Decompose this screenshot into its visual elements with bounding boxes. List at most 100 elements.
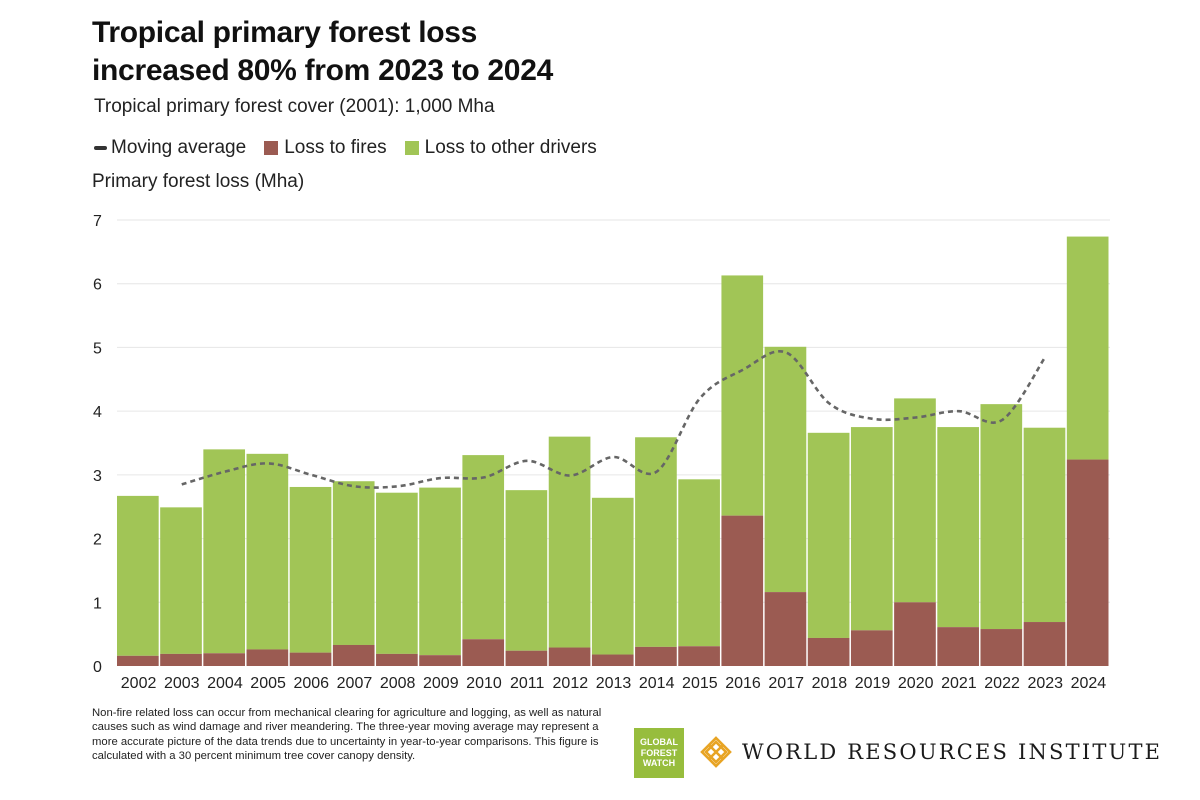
bar-fires-2003: [160, 653, 202, 666]
bar-other-2013: [591, 497, 634, 655]
x-tick-label: 2006: [293, 675, 329, 692]
bar-other-2003: [160, 507, 202, 654]
bar-fires-2018: [807, 637, 850, 666]
wri-knot-icon: [700, 736, 732, 768]
x-tick-label: 2009: [423, 675, 459, 692]
bar-fires-2005: [246, 649, 289, 666]
bar-other-2020: [894, 398, 936, 603]
x-tick-label: 2019: [855, 675, 891, 692]
bar-other-2017: [764, 346, 807, 593]
y-tick-label: 7: [93, 213, 102, 230]
bar-other-2011: [505, 490, 548, 651]
y-axis-ticks: 0 1 2 3 4 5 6 7: [93, 213, 102, 676]
wri-name: WORLD RESOURCES INSTITUTE: [742, 740, 1163, 764]
x-tick-label: 2015: [682, 675, 718, 692]
bar-other-2010: [462, 455, 505, 640]
x-tick-label: 2002: [121, 675, 157, 692]
legend-label-moving-average: Moving average: [111, 137, 247, 158]
legend-label-other: Loss to other drivers: [424, 137, 597, 158]
bar-fires-2011: [505, 650, 548, 666]
y-tick-label: 2: [93, 532, 102, 549]
bar-other-2023: [1023, 427, 1066, 623]
moving-average-line: [181, 350, 1047, 489]
x-tick-label: 2012: [553, 675, 589, 692]
bar-fires-2024: [1066, 459, 1109, 666]
bar-other-2018: [807, 432, 850, 638]
x-tick-label: 2016: [725, 675, 761, 692]
x-tick-label: 2005: [250, 675, 286, 692]
bar-other-2019: [850, 427, 893, 631]
bars: [117, 236, 1109, 666]
bar-other-2006: [289, 486, 332, 653]
bar-other-2022: [980, 404, 1023, 630]
legend-item-fires: Loss to fires: [264, 137, 387, 159]
bar-fires-2002: [117, 655, 159, 666]
bar-fires-2019: [850, 630, 893, 666]
bar-fires-2020: [894, 602, 936, 666]
x-tick-label: 2022: [984, 675, 1020, 692]
wri-logo: WORLD RESOURCES INSTITUTE: [700, 736, 1162, 768]
bar-other-2024: [1066, 236, 1109, 460]
legend-label-fires: Loss to fires: [284, 137, 387, 158]
x-tick-label: 2007: [337, 675, 373, 692]
x-tick-label: 2004: [207, 675, 243, 692]
bar-other-2012: [548, 436, 591, 648]
bar-other-2004: [203, 449, 246, 654]
y-tick-label: 3: [93, 468, 102, 485]
bar-fires-2012: [548, 647, 591, 666]
y-tick-label: 6: [93, 277, 102, 294]
bar-other-2009: [419, 487, 461, 656]
bar-fires-2010: [462, 639, 505, 666]
legend-item-moving-average: Moving average: [94, 137, 246, 159]
chart-title-line1: Tropical primary forest loss: [92, 16, 478, 49]
x-tick-label: 2013: [596, 675, 632, 692]
x-axis-ticks: 2002 2003 2004 2005 2006 2007 2008 2009 2010 2011…: [121, 675, 1107, 692]
bar-other-2002: [117, 495, 159, 656]
y-tick-label: 0: [93, 659, 102, 676]
x-tick-label: 2020: [898, 675, 934, 692]
x-tick-label: 2021: [941, 675, 977, 692]
global-forest-watch-logo: GLOBAL FOREST WATCH: [634, 728, 684, 778]
bar-fires-2009: [419, 655, 461, 666]
bar-fires-2006: [289, 652, 332, 666]
bar-fires-2016: [721, 515, 764, 666]
bar-fires-2022: [980, 629, 1023, 666]
gfw-logo-line2: FOREST: [640, 747, 678, 758]
bar-other-2007: [332, 481, 375, 645]
bar-fires-2004: [203, 653, 246, 666]
chart-title: Tropical primary forest loss increased 8…: [92, 14, 553, 90]
x-tick-label: 2018: [812, 675, 848, 692]
moving-average-swatch: [94, 146, 107, 150]
bar-fires-2014: [635, 646, 677, 666]
bar-fires-2023: [1023, 622, 1066, 666]
x-tick-label: 2017: [768, 675, 804, 692]
y-tick-label: 4: [93, 404, 102, 421]
moving-average-line-layer: [181, 350, 1047, 489]
x-tick-label: 2011: [510, 675, 545, 692]
bar-fires-2021: [937, 627, 979, 666]
y-tick-label: 1: [93, 595, 102, 612]
gfw-logo-line1: GLOBAL: [640, 737, 678, 748]
y-axis-label: Primary forest loss (Mha): [92, 171, 305, 192]
chart-title-line2: increased 80% from 2023 to 2024: [92, 54, 553, 87]
bar-fires-2007: [332, 644, 375, 666]
bar-other-2005: [246, 453, 289, 650]
x-tick-label: 2008: [380, 675, 416, 692]
x-tick-label: 2024: [1071, 675, 1107, 692]
bar-other-2021: [937, 427, 979, 628]
footnote: Non-fire related loss can occur from mec…: [92, 707, 602, 762]
x-tick-label: 2010: [466, 675, 502, 692]
bar-other-2016: [721, 275, 764, 516]
bar-fires-2017: [764, 592, 807, 666]
bar-fires-2015: [678, 646, 720, 666]
fires-swatch: [264, 141, 279, 155]
bar-other-2014: [635, 437, 677, 647]
x-tick-label: 2023: [1027, 675, 1063, 692]
legend-item-other: Loss to other drivers: [404, 137, 597, 159]
other-drivers-swatch: [404, 141, 419, 155]
bar-fires-2013: [591, 654, 634, 666]
bar-other-2008: [376, 492, 418, 654]
x-tick-label: 2014: [639, 675, 675, 692]
bar-fires-2008: [376, 653, 418, 666]
